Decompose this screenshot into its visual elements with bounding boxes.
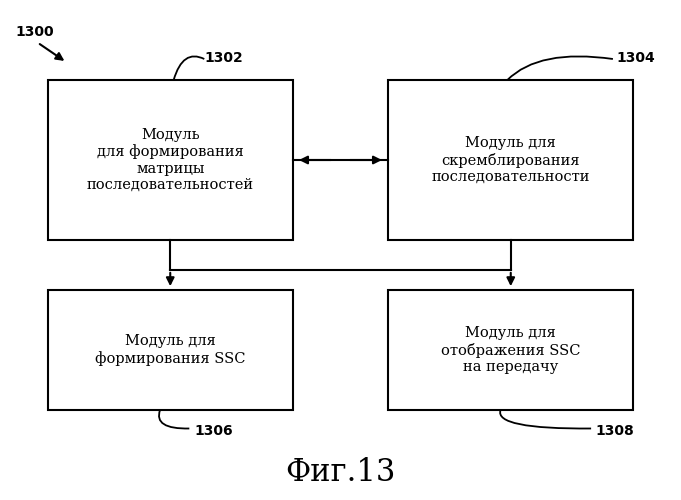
Text: Фиг.13: Фиг.13 (285, 457, 396, 488)
Text: 1300: 1300 (15, 26, 54, 40)
Bar (388, 80, 633, 240)
Text: 1302: 1302 (204, 50, 243, 64)
Text: 1304: 1304 (616, 50, 655, 64)
Text: Модуль для
отображения SSC
на передачу: Модуль для отображения SSC на передачу (441, 326, 580, 374)
Text: 1308: 1308 (596, 424, 635, 438)
Bar (388, 290, 633, 410)
Text: 1306: 1306 (194, 424, 233, 438)
Text: Модуль
для формирования
матрицы
последовательностей: Модуль для формирования матрицы последов… (86, 128, 254, 192)
Text: Модуль для
скремблирования
последовательности: Модуль для скремблирования последователь… (432, 136, 590, 184)
Bar (48, 290, 293, 410)
Bar (48, 80, 293, 240)
Text: Модуль для
формирования SSC: Модуль для формирования SSC (95, 334, 245, 366)
